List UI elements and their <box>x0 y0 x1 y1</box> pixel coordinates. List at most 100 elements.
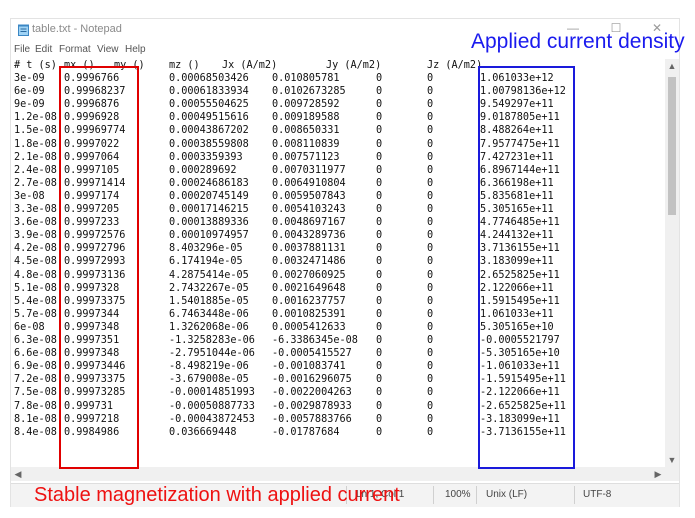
cell-mz: 0.0021649648 <box>272 282 346 294</box>
chevron-down-icon[interactable]: ▼ <box>667 455 677 465</box>
menu-view[interactable]: View <box>97 44 119 55</box>
chevron-right-icon[interactable]: ▶ <box>654 469 662 479</box>
cell-mx: 0.99973136 <box>64 269 126 281</box>
cell-jy: 0 <box>427 321 434 333</box>
cell-jz: 1.061033e+11 <box>480 308 554 320</box>
cell-my: 0.00049515616 <box>169 112 249 124</box>
header-jz: Jz (A/m2) <box>427 60 483 71</box>
cell-jx: 0 <box>376 308 383 320</box>
chevron-up-icon[interactable]: ▲ <box>667 61 677 71</box>
cell-t: 3.3e-08 <box>14 204 57 215</box>
cell-t: 8.4e-08 <box>14 426 57 438</box>
cell-jz: 9.549297e+11 <box>480 99 554 111</box>
header-my: my () <box>114 60 145 71</box>
maximize-button[interactable]: ☐ <box>610 21 622 35</box>
cell-jy: 0 <box>427 164 434 176</box>
cell-jy: 0 <box>427 413 434 425</box>
minimize-button[interactable]: — <box>567 21 579 35</box>
cell-mz: -0.0057883766 <box>272 413 352 425</box>
cell-jy: 0 <box>427 177 434 189</box>
menu-help[interactable]: Help <box>125 44 146 55</box>
menu-file[interactable]: File <box>14 44 31 55</box>
cell-t: 6.6e-08 <box>14 348 57 360</box>
cell-mz: -6.3386345e-08 <box>272 335 358 346</box>
notepad-icon <box>18 24 29 36</box>
status-bar: Ln 1, Col 1 100% Unix (LF) UTF-8 <box>11 483 679 507</box>
cell-t: 7.5e-08 <box>14 387 57 399</box>
cell-jy: 0 <box>427 138 434 150</box>
cell-t: 6e-09 <box>14 86 45 98</box>
cell-t: 5.4e-08 <box>14 295 57 307</box>
cell-jy: 0 <box>427 256 434 268</box>
menu-format[interactable]: Format <box>59 44 91 55</box>
cell-jy: 0 <box>427 335 434 346</box>
cell-jz: 1.061033e+12 <box>480 73 554 84</box>
cell-mz: 0.0043289736 <box>272 230 346 242</box>
cell-jz: 5.305165e+10 <box>480 321 554 333</box>
cell-mz: 0.0059507843 <box>272 190 346 202</box>
status-position: Ln 1, Col 1 <box>356 489 405 500</box>
cell-mx: 0.9997174 <box>64 190 120 202</box>
cell-jy: 0 <box>427 112 434 124</box>
cell-mx: 0.9997348 <box>64 348 120 360</box>
cell-jx: 0 <box>376 335 383 346</box>
cell-mx: 0.9997351 <box>64 335 120 346</box>
cell-jx: 0 <box>376 321 383 333</box>
cell-my: -2.7951044e-06 <box>169 348 255 360</box>
cell-mz: -0.01787684 <box>272 426 340 438</box>
cell-mx: 0.99971414 <box>64 177 126 189</box>
cell-my: -0.00043872453 <box>169 413 255 425</box>
cell-jy: 0 <box>427 151 434 163</box>
cell-mz: 0.0010825391 <box>272 308 346 320</box>
cell-jz: 6.8967144e+11 <box>480 164 560 176</box>
cell-mx: 0.9997328 <box>64 282 120 294</box>
cell-jx: 0 <box>376 151 383 163</box>
cell-mz: -0.0016296075 <box>272 374 352 386</box>
menu-edit[interactable]: Edit <box>35 44 53 55</box>
cell-mx: 0.99972796 <box>64 243 126 255</box>
cell-mx: 0.9997205 <box>64 204 120 215</box>
cell-jx: 0 <box>376 177 383 189</box>
cell-t: 3e-09 <box>14 73 45 84</box>
status-separator <box>574 486 575 504</box>
cell-t: 5.1e-08 <box>14 282 57 294</box>
status-zoom: 100% <box>445 489 471 500</box>
cell-jy: 0 <box>427 348 434 360</box>
cell-jx: 0 <box>376 190 383 202</box>
cell-t: 4.2e-08 <box>14 243 57 255</box>
cell-jy: 0 <box>427 361 434 373</box>
horizontal-scrollbar[interactable]: ◀ ▶ <box>11 467 665 481</box>
cell-mz: 0.0054103243 <box>272 204 346 215</box>
close-button[interactable]: ✕ <box>651 21 663 35</box>
cell-jy: 0 <box>427 426 434 438</box>
cell-jy: 0 <box>427 295 434 307</box>
cell-my: -0.00014851993 <box>169 387 255 399</box>
text-editor[interactable]: # t (s) mx () my () mz () Jx (A/m2) Jy (… <box>11 59 665 481</box>
chevron-left-icon[interactable]: ◀ <box>14 469 22 479</box>
cell-mz: 0.008110839 <box>272 138 340 150</box>
cell-jz: -1.5915495e+11 <box>480 374 566 386</box>
cell-my: 0.00017146215 <box>169 204 249 215</box>
cell-mx: 0.9997105 <box>64 164 120 176</box>
cell-my: 0.00055504625 <box>169 99 249 111</box>
cell-jz: 1.5915495e+11 <box>480 295 560 307</box>
cell-my: -3.679008e-05 <box>169 374 249 386</box>
applied-current-label: Applied current density <box>471 30 685 53</box>
header-jx: Jx (A/m2) <box>222 60 278 71</box>
vertical-scrollbar[interactable]: ▲ ▼ <box>665 59 679 481</box>
cell-my: 6.174194e-05 <box>169 256 243 268</box>
vertical-scroll-thumb[interactable] <box>668 77 676 215</box>
window-title: table.txt - Notepad <box>32 23 122 35</box>
cell-mz: 0.0032471486 <box>272 256 346 268</box>
cell-jy: 0 <box>427 99 434 111</box>
cell-my: -0.00050887733 <box>169 400 255 412</box>
cell-mx: 0.9997344 <box>64 308 120 320</box>
cell-jx: 0 <box>376 99 383 111</box>
header-t: # t (s) <box>14 60 57 71</box>
cell-mx: 0.9996766 <box>64 73 120 84</box>
cell-my: 1.5401885e-05 <box>169 295 249 307</box>
cell-jz: 4.244132e+11 <box>480 230 554 242</box>
cell-my: 0.0003359393 <box>169 151 243 163</box>
cell-t: 5.7e-08 <box>14 308 57 320</box>
cell-mx: 0.9997218 <box>64 413 120 425</box>
